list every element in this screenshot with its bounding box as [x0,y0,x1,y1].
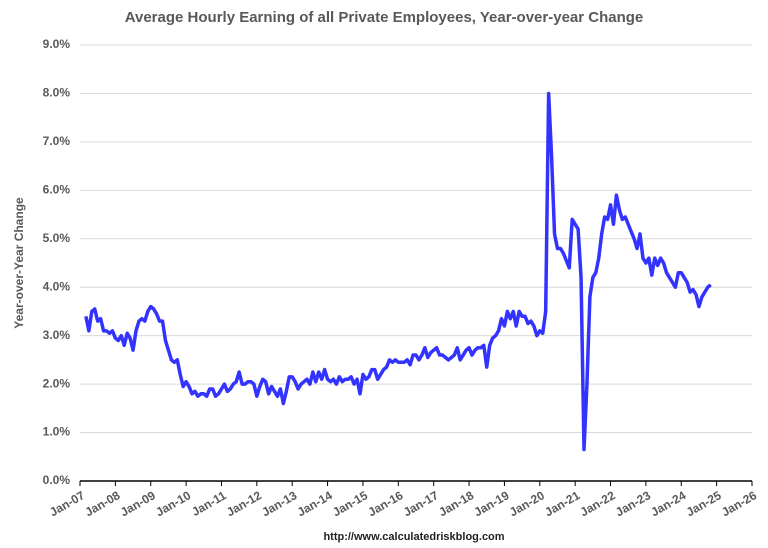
x-tick-label: Jan-13 [259,488,299,519]
chart-title: Average Hourly Earning of all Private Em… [125,9,644,26]
y-tick-label: 5.0% [43,231,71,245]
x-tick-label: Jan-09 [118,488,158,519]
y-tick-label: 1.0% [43,425,71,439]
y-tick-label: 6.0% [43,183,71,197]
x-tick-label: Jan-22 [578,488,618,519]
x-tick-label: Jan-23 [613,488,653,519]
y-tick-label: 3.0% [43,328,71,342]
source-note: http://www.calculatedriskblog.com [323,531,504,543]
x-tick-label: Jan-14 [295,488,335,519]
x-tick-label: Jan-10 [153,488,193,519]
x-tick-label: Jan-24 [648,488,688,519]
x-tick-label: Jan-19 [472,488,512,519]
y-tick-label: 9.0% [43,37,71,51]
x-tick-label: Jan-26 [719,488,759,519]
x-tick-label: Jan-07 [47,488,87,519]
x-tick-label: Jan-11 [189,488,229,519]
x-tick-label: Jan-18 [436,488,476,519]
x-tick-label: Jan-17 [401,488,441,519]
data-line [84,91,712,452]
y-tick-label: 0.0% [43,473,71,487]
x-tick-label: Jan-08 [83,488,123,519]
x-tick-label: Jan-16 [365,488,405,519]
y-tick-label: 4.0% [43,279,71,293]
y-tick-label: 7.0% [43,134,71,148]
y-tick-label: 8.0% [43,86,71,100]
x-tick-label: Jan-21 [542,488,582,519]
x-tick-label: Jan-20 [507,488,547,519]
x-tick-label: Jan-15 [330,488,370,519]
y-tick-label: 2.0% [43,376,71,390]
x-tick-label: Jan-25 [684,488,724,519]
y-axis-label: Year-over-Year Change [12,197,26,329]
x-tick-label: Jan-12 [224,488,264,519]
